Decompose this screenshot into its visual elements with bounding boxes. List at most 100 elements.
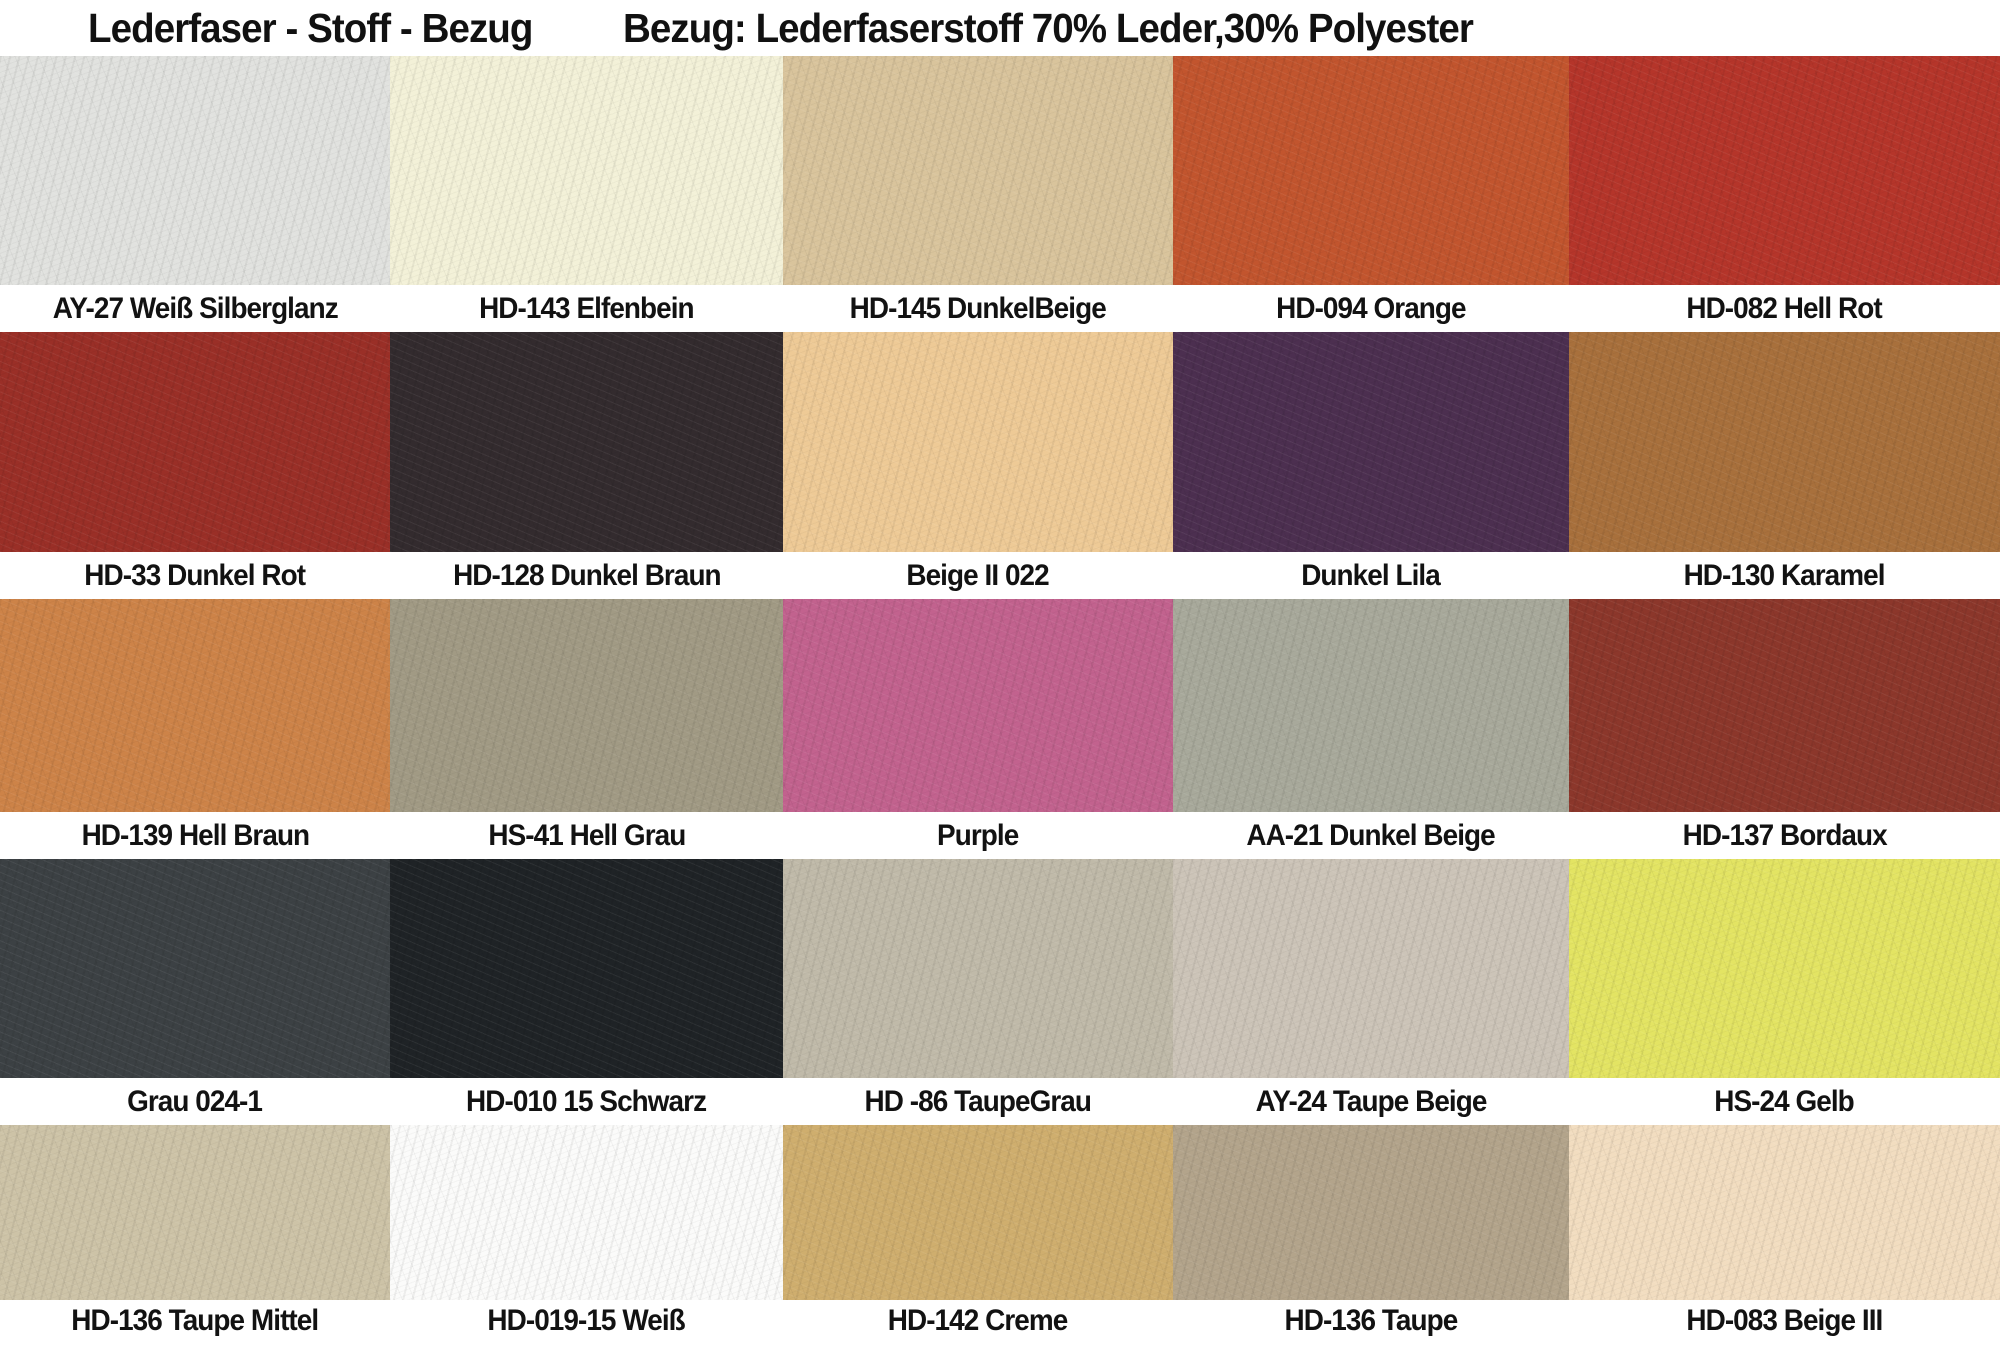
swatch-label-band: AY-24 Taupe Beige xyxy=(1173,1078,1569,1125)
swatch-row-1: AY-27 Weiß Silberglanz HD-143 Elfenbein … xyxy=(0,56,2000,332)
swatch-cell: HD-128 Dunkel Braun xyxy=(390,332,783,599)
swatch-label: HD-019-15 Weiß xyxy=(487,1304,686,1337)
swatch-label-band: HD-130 Karamel xyxy=(1569,552,2000,599)
title-right: Bezug: Lederfaserstoff 70% Leder,30% Pol… xyxy=(622,4,1474,51)
color-swatch xyxy=(1173,56,1569,285)
swatch-label-band: Purple xyxy=(783,812,1173,859)
swatch-cell: HD-143 Elfenbein xyxy=(390,56,783,332)
swatch-cell: Purple xyxy=(783,599,1173,859)
swatch-label-band: Beige II 022 xyxy=(783,552,1173,599)
swatch-cell: HD-094 Orange xyxy=(1173,56,1569,332)
chart-title: Lederfaser - Stoff - Bezug Bezug: Lederf… xyxy=(0,0,2000,56)
swatch-label: Purple xyxy=(937,818,1019,852)
swatch-label: AA-21 Dunkel Beige xyxy=(1246,818,1496,852)
swatch-cell: HD-083 Beige III xyxy=(1569,1125,2000,1346)
swatch-label-band: HD-142 Creme xyxy=(783,1300,1173,1346)
swatch-label: HD-137 Bordaux xyxy=(1682,818,1887,852)
swatch-label: HD-082 Hell Rot xyxy=(1686,291,1883,325)
swatch-cell: HD-010 15 Schwarz xyxy=(390,859,783,1125)
swatch-cell: HS-24 Gelb xyxy=(1569,859,2000,1125)
color-swatch xyxy=(1569,859,2000,1078)
swatch-label-band: HS-24 Gelb xyxy=(1569,1078,2000,1125)
swatch-cell: HS-41 Hell Grau xyxy=(390,599,783,859)
swatch-row-4: Grau 024-1 HD-010 15 Schwarz HD -86 Taup… xyxy=(0,859,2000,1125)
swatch-label: HD-143 Elfenbein xyxy=(479,291,695,325)
swatch-label: HD-136 Taupe xyxy=(1284,1304,1459,1337)
swatch-label: HD-010 15 Schwarz xyxy=(466,1084,707,1118)
swatch-cell: HD-019-15 Weiß xyxy=(390,1125,783,1346)
swatch-grid: AY-27 Weiß Silberglanz HD-143 Elfenbein … xyxy=(0,56,2000,1346)
swatch-cell: AA-21 Dunkel Beige xyxy=(1173,599,1569,859)
swatch-cell: HD-130 Karamel xyxy=(1569,332,2000,599)
swatch-label: HD-083 Beige III xyxy=(1686,1304,1884,1337)
swatch-label: HD-142 Creme xyxy=(888,1304,1069,1337)
swatch-label-band: HD-082 Hell Rot xyxy=(1569,285,2000,332)
swatch-cell: Grau 024-1 xyxy=(0,859,390,1125)
swatch-cell: HD-33 Dunkel Rot xyxy=(0,332,390,599)
swatch-label: HD-33 Dunkel Rot xyxy=(84,558,307,592)
swatch-label-band: HD-010 15 Schwarz xyxy=(390,1078,783,1125)
swatch-cell: HD-139 Hell Braun xyxy=(0,599,390,859)
color-swatch xyxy=(0,859,390,1078)
color-swatch xyxy=(1173,1125,1569,1300)
color-swatch xyxy=(390,332,783,552)
swatch-label: AY-24 Taupe Beige xyxy=(1255,1084,1488,1118)
swatch-cell: HD-145 DunkelBeige xyxy=(783,56,1173,332)
swatch-cell: HD -86 TaupeGrau xyxy=(783,859,1173,1125)
swatch-label: HD-128 Dunkel Braun xyxy=(452,558,722,592)
swatch-label-band: HD-128 Dunkel Braun xyxy=(390,552,783,599)
color-swatch xyxy=(1569,56,2000,285)
swatch-cell: Dunkel Lila xyxy=(1173,332,1569,599)
swatch-label: Beige II 022 xyxy=(906,558,1050,592)
swatch-label: Dunkel Lila xyxy=(1301,558,1442,592)
color-swatch xyxy=(0,56,390,285)
swatch-cell: HD-136 Taupe Mittel xyxy=(0,1125,390,1346)
color-swatch xyxy=(1173,859,1569,1078)
color-swatch xyxy=(783,859,1173,1078)
color-swatch xyxy=(390,1125,783,1300)
color-swatch xyxy=(783,1125,1173,1300)
swatch-label-band: HD -86 TaupeGrau xyxy=(783,1078,1173,1125)
color-swatch xyxy=(1173,332,1569,552)
swatch-cell: HD-142 Creme xyxy=(783,1125,1173,1346)
swatch-label-band: Dunkel Lila xyxy=(1173,552,1569,599)
swatch-label-band: HS-41 Hell Grau xyxy=(390,812,783,859)
title-left: Lederfaser - Stoff - Bezug xyxy=(88,4,533,51)
swatch-label: HD-136 Taupe Mittel xyxy=(71,1304,320,1337)
swatch-label: HS-24 Gelb xyxy=(1714,1084,1855,1118)
swatch-label-band: AY-27 Weiß Silberglanz xyxy=(0,285,390,332)
swatch-row-2: HD-33 Dunkel Rot HD-128 Dunkel Braun Bei… xyxy=(0,332,2000,599)
swatch-label: HS-41 Hell Grau xyxy=(488,818,686,852)
swatch-label-band: AA-21 Dunkel Beige xyxy=(1173,812,1569,859)
color-swatch xyxy=(1569,599,2000,812)
color-swatch xyxy=(0,599,390,812)
swatch-cell: AY-27 Weiß Silberglanz xyxy=(0,56,390,332)
swatch-label: HD-094 Orange xyxy=(1276,291,1466,325)
swatch-label: HD-145 DunkelBeige xyxy=(849,291,1107,325)
color-swatch xyxy=(390,859,783,1078)
swatch-label-band: HD-139 Hell Braun xyxy=(0,812,390,859)
color-swatch xyxy=(783,332,1173,552)
swatch-cell: HD-136 Taupe xyxy=(1173,1125,1569,1346)
swatch-cell: HD-082 Hell Rot xyxy=(1569,56,2000,332)
color-swatch xyxy=(783,56,1173,285)
swatch-label: Grau 024-1 xyxy=(127,1084,264,1118)
swatch-label-band: HD-145 DunkelBeige xyxy=(783,285,1173,332)
swatch-label-band: HD-137 Bordaux xyxy=(1569,812,2000,859)
swatch-row-3: HD-139 Hell Braun HS-41 Hell Grau Purple… xyxy=(0,599,2000,859)
swatch-cell: Beige II 022 xyxy=(783,332,1173,599)
color-swatch xyxy=(1173,599,1569,812)
swatch-label-band: HD-083 Beige III xyxy=(1569,1300,2000,1346)
color-swatch xyxy=(783,599,1173,812)
swatch-label-band: HD-143 Elfenbein xyxy=(390,285,783,332)
swatch-label-band: HD-094 Orange xyxy=(1173,285,1569,332)
color-swatch xyxy=(390,56,783,285)
swatch-label-band: Grau 024-1 xyxy=(0,1078,390,1125)
color-swatch xyxy=(0,332,390,552)
color-swatch xyxy=(1569,1125,2000,1300)
color-swatch xyxy=(390,599,783,812)
swatch-label: HD-130 Karamel xyxy=(1684,558,1886,592)
swatch-cell: HD-137 Bordaux xyxy=(1569,599,2000,859)
color-swatch xyxy=(0,1125,390,1300)
